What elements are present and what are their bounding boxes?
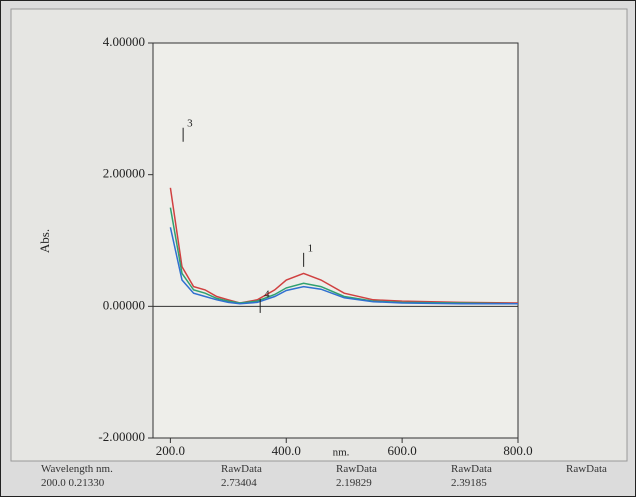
y-tick-label: 4.00000: [103, 34, 145, 49]
table-cell: 200.0 0.21330: [41, 477, 105, 489]
data-table: Wavelength nm. RawData RawData RawData R…: [1, 463, 635, 496]
x-tick-label: 800.0: [503, 443, 532, 458]
x-tick-label: 600.0: [388, 443, 417, 458]
x-axis-label: nm.: [333, 447, 350, 459]
annotation: 4: [264, 288, 270, 300]
table-header: RawData: [566, 463, 607, 475]
x-tick-label: 400.0: [272, 443, 301, 458]
table-cell: 2.39185: [451, 477, 487, 489]
spectrum-line: [169, 187, 519, 304]
table-header: RawData: [451, 463, 492, 475]
x-tick-label: 200.0: [156, 443, 185, 458]
table-header: Wavelength nm.: [41, 463, 113, 475]
y-axis-label: Abs.: [37, 229, 52, 253]
spectrum-line: [169, 227, 518, 305]
y-tick-label: -2.00000: [98, 429, 145, 444]
table-cell: 2.19829: [336, 477, 372, 489]
annotation: 1: [308, 242, 314, 254]
plot-area: [152, 42, 519, 439]
table-header: RawData: [336, 463, 377, 475]
chart: Abs. nm. -2.00000 0.00000 2.00000 4.00000 20…: [10, 8, 628, 462]
y-tick-label: 2.00000: [103, 166, 145, 181]
annotation: 3: [187, 117, 193, 129]
y-tick-label: 0.00000: [103, 297, 145, 312]
table-header: RawData: [221, 463, 262, 475]
table-cell: 2.73404: [221, 477, 257, 489]
